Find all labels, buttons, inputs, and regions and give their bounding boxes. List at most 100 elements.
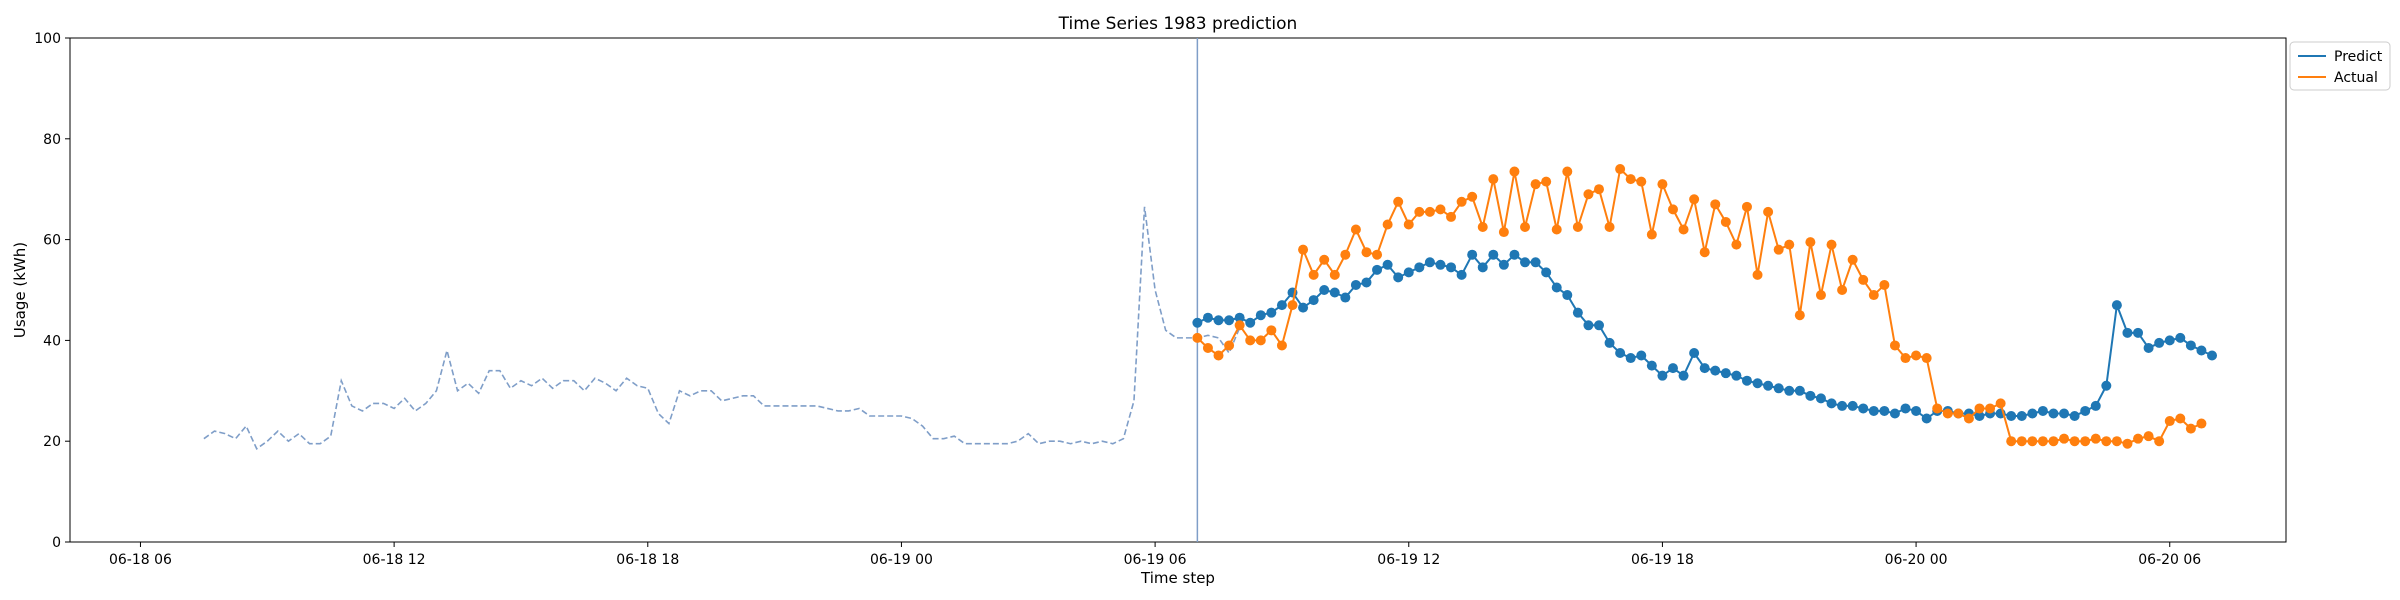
actual-data-point — [1826, 239, 1837, 250]
predict-data-point — [1868, 405, 1879, 416]
actual-data-point — [1784, 239, 1795, 250]
predict-data-point — [1541, 267, 1552, 278]
predict-data-point — [1213, 315, 1224, 326]
predict-series-line — [1196, 252, 2213, 420]
actual-data-point — [2175, 413, 2186, 424]
predict-data-point — [2143, 342, 2154, 353]
actual-data-point — [1942, 408, 1953, 419]
actual-data-point — [1350, 224, 1361, 235]
predict-data-point — [1562, 290, 1573, 301]
predict-data-point — [1805, 390, 1816, 401]
actual-data-point — [2037, 436, 2048, 447]
actual-data-point — [1340, 249, 1351, 260]
predict-data-point — [1424, 257, 1435, 268]
predict-data-point — [2101, 380, 2112, 391]
chart-title: Time Series 1983 prediction — [1058, 14, 1298, 34]
actual-data-point — [2080, 436, 2091, 447]
predict-data-point — [1477, 262, 1488, 273]
actual-data-point — [1847, 254, 1858, 265]
predict-data-point — [1911, 405, 1922, 416]
actual-data-point — [1773, 244, 1784, 255]
x-tick-label: 06-20 00 — [1885, 552, 1948, 568]
predict-data-point — [1298, 302, 1309, 313]
predict-data-point — [1858, 403, 1869, 414]
predict-data-point — [1520, 257, 1531, 268]
actual-data-point — [1953, 408, 1964, 419]
actual-data-point — [1213, 350, 1224, 361]
predict-data-point — [1192, 317, 1203, 328]
actual-data-point — [1287, 300, 1298, 311]
predict-data-point — [1393, 272, 1404, 283]
actual-data-point — [2164, 416, 2175, 427]
predict-data-point — [1224, 315, 1235, 326]
predict-data-point — [1815, 393, 1826, 404]
x-tick-label: 06-20 06 — [2138, 552, 2201, 568]
actual-data-point — [1298, 244, 1309, 255]
predict-data-point — [1509, 249, 1520, 260]
actual-data-point — [1752, 269, 1763, 280]
predict-data-point — [2154, 337, 2165, 348]
predict-data-point — [1921, 413, 1932, 424]
x-tick-label: 06-19 00 — [870, 552, 933, 568]
actual-data-point — [1403, 219, 1414, 230]
predict-data-point — [2175, 332, 2186, 343]
predict-data-point — [2069, 411, 2080, 421]
legend-label-actual: Actual — [2334, 70, 2378, 86]
predict-data-point — [1372, 264, 1383, 275]
predict-data-point — [1741, 375, 1752, 386]
actual-data-point — [1382, 219, 1393, 230]
actual-data-point — [1255, 335, 1266, 346]
actual-data-point — [1763, 206, 1774, 217]
predict-data-point — [1498, 259, 1509, 270]
actual-data-point — [2133, 433, 2144, 444]
actual-data-point — [1562, 166, 1573, 177]
predict-data-point — [1699, 363, 1710, 374]
actual-data-point — [1815, 290, 1826, 301]
predict-data-point — [1667, 363, 1678, 374]
x-tick-label: 06-19 18 — [1631, 552, 1694, 568]
actual-data-point — [1520, 222, 1531, 232]
legend-label-predict: Predict — [2334, 49, 2383, 65]
actual-data-point — [1879, 279, 1890, 290]
actual-data-point — [1699, 247, 1710, 258]
predict-data-point — [1689, 348, 1700, 358]
actual-data-point — [2101, 436, 2112, 447]
predict-data-point — [1435, 259, 1446, 270]
actual-data-point — [1372, 249, 1383, 260]
actual-data-point — [1911, 350, 1922, 361]
actual-data-point — [1572, 222, 1583, 232]
predict-data-point — [1720, 368, 1731, 379]
actual-data-point — [1710, 199, 1721, 210]
actual-data-point — [1604, 222, 1615, 232]
actual-data-point — [1308, 269, 1319, 280]
actual-data-point — [1414, 206, 1425, 217]
actual-data-point — [1477, 222, 1488, 232]
actual-data-point — [1266, 325, 1277, 336]
predict-data-point — [1625, 353, 1636, 364]
predict-data-point — [1615, 348, 1626, 358]
x-tick-label: 06-19 12 — [1377, 552, 1440, 568]
predict-data-point — [2207, 350, 2218, 361]
actual-data-point — [2154, 436, 2165, 447]
predict-data-point — [1837, 400, 1848, 411]
actual-data-point — [1741, 201, 1752, 212]
actual-data-point — [1636, 176, 1647, 187]
actual-data-point — [2048, 436, 2059, 447]
legend: Predict Actual — [2289, 41, 2391, 91]
predict-data-point — [1847, 400, 1858, 411]
actual-data-point — [1995, 398, 2006, 409]
y-axis: 0 20 40 60 80 100 — [34, 31, 70, 551]
predict-data-point — [1889, 408, 1900, 419]
predict-data-point — [1657, 370, 1668, 381]
actual-data-point — [2143, 431, 2154, 442]
predict-data-point — [1583, 320, 1594, 331]
actual-data-point — [1509, 166, 1520, 177]
actual-data-point — [1794, 310, 1805, 321]
predict-data-point — [2080, 405, 2091, 416]
actual-series-line — [1196, 167, 2202, 445]
predict-data-point — [1879, 405, 1890, 416]
actual-data-point — [1583, 189, 1594, 200]
actual-data-point — [1329, 269, 1340, 280]
predict-data-point — [1467, 249, 1478, 260]
